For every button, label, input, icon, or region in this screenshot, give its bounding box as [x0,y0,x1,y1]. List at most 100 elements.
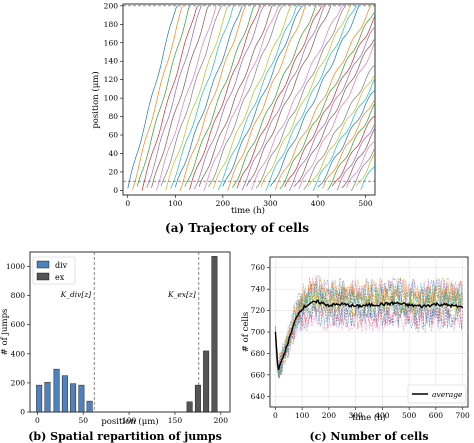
x-tick-label: 200 [214,416,229,425]
trajectory-line [350,149,375,191]
trajectory-line [360,165,376,191]
threshold-label: K_ex[z] [167,290,196,299]
cell-count-series [275,292,463,371]
trajectory-line [146,5,203,188]
y-tick-label: 400 [11,349,26,358]
trajectory-line [160,5,223,187]
cell-count-series [275,279,463,378]
panel-b-bars [36,256,218,413]
y-tick-label: 180 [104,20,119,29]
bar-div [44,381,51,413]
trajectory-line [174,5,243,188]
trajectory-line [155,5,217,191]
trajectory-line [265,5,358,191]
panel-b-legend: div ex [32,256,76,285]
trajectory-line [331,115,376,187]
legend-div-swatch [36,260,50,269]
trajectory-line [236,5,323,189]
panel-a-trajectory-chart: 0 100 200 300 400 500 0 20 40 60 80 100 120 140 160 180… [90,1,376,216]
panel-b-threshold-lines: K_div[z] K_ex[z] [60,252,200,412]
panel-c-average-series [274,299,464,370]
trajectory-line [274,5,372,190]
bar-div [36,384,43,413]
cell-count-series [275,282,463,371]
panel-a-ticks: 0 100 200 300 400 500 0 20 40 60 80 100 120 140 160 180… [104,1,373,208]
panel-a-trajectories [127,5,376,191]
trajectory-line [251,5,343,191]
trajectory-line [189,5,262,190]
trajectory-line [184,5,255,187]
y-tick-label: 100 [104,94,119,103]
x-tick-label: 400 [311,199,326,208]
panel-a-plot-frame [122,3,376,196]
y-tick-label: 200 [11,378,26,387]
trajectory-line [284,16,375,187]
trajectory-line [179,5,247,191]
cell-count-series [275,290,463,373]
trajectory-line [293,39,375,187]
bar-ex [194,384,201,413]
y-tick-label: 800 [11,291,26,300]
bar-div [70,383,77,413]
panel-c-cells-chart: 0 100 200 300 400 500 600 700 640 660 680 700 720 740… [241,256,470,423]
trajectory-line [355,153,375,187]
panel-b-plot-frame [29,251,231,413]
x-tick-label: 0 [273,411,278,420]
trajectory-line [198,5,274,187]
trajectory-line [260,5,352,188]
y-tick-label: 120 [104,75,119,84]
x-tick-label: 600 [429,411,444,420]
trajectory-line [279,12,375,190]
average-line [274,299,464,370]
x-tick-label: 700 [455,411,470,420]
trajectory-line [317,89,376,188]
y-tick-label: 760 [251,263,266,272]
caption-c: (c) Number of cells [309,430,428,443]
panel-c-noisy-series [275,274,463,379]
trajectory-line [141,5,198,191]
x-tick-label: 100 [168,199,183,208]
trajectory-line [308,75,375,187]
panel-a-ylabel: position (μm) [90,71,101,128]
caption-a: (a) Trajectory of cells [165,221,309,235]
legend-average-label: average [432,390,463,399]
panel-c-ylabel: # of cells [241,312,251,352]
x-tick-label: 400 [375,411,390,420]
trajectory-line [255,5,347,189]
trajectory-line [246,5,332,187]
trajectory-line [303,64,376,190]
trajectory-line [193,5,265,190]
panel-b-jumps-chart: K_div[z] K_ex[z] 0 50 100 150 200 0 200 400 600 80… [0,251,231,427]
trajectory-line [336,124,375,191]
x-tick-label: 500 [358,199,373,208]
panel-b-ticks: 0 50 100 150 200 0 200 400 600 800 1000 [6,262,228,425]
bar-div [86,400,93,413]
x-tick-label: 200 [322,411,337,420]
trajectory-line [151,5,209,188]
trajectory-line [298,43,375,190]
y-tick-label: 680 [251,349,266,358]
trajectory-line [127,5,178,189]
y-tick-label: 0 [20,408,25,417]
threshold-label: K_div[z] [60,290,92,299]
panel-b-xlabel: position (μm) [101,416,158,427]
bar-ex [186,401,193,413]
caption-b: (b) Spatial repartition of jumps [28,430,222,443]
y-tick-label: 80 [108,112,118,121]
panel-c-grid [270,257,468,407]
x-tick-label: 500 [402,411,417,420]
panel-c-legend-box [407,384,467,404]
y-tick-label: 0 [113,186,118,195]
trajectory-line [341,128,375,189]
x-tick-label: 200 [216,199,231,208]
trajectory-line [217,5,299,190]
bar-ex [203,350,210,413]
cell-count-series [275,303,463,379]
y-tick-label: 640 [251,392,266,401]
panel-c-legend: average [407,384,467,404]
trajectory-line [289,26,376,191]
y-tick-label: 600 [11,320,26,329]
y-tick-label: 660 [251,370,266,379]
panel-b-ylabel: # of jumps [0,309,10,356]
